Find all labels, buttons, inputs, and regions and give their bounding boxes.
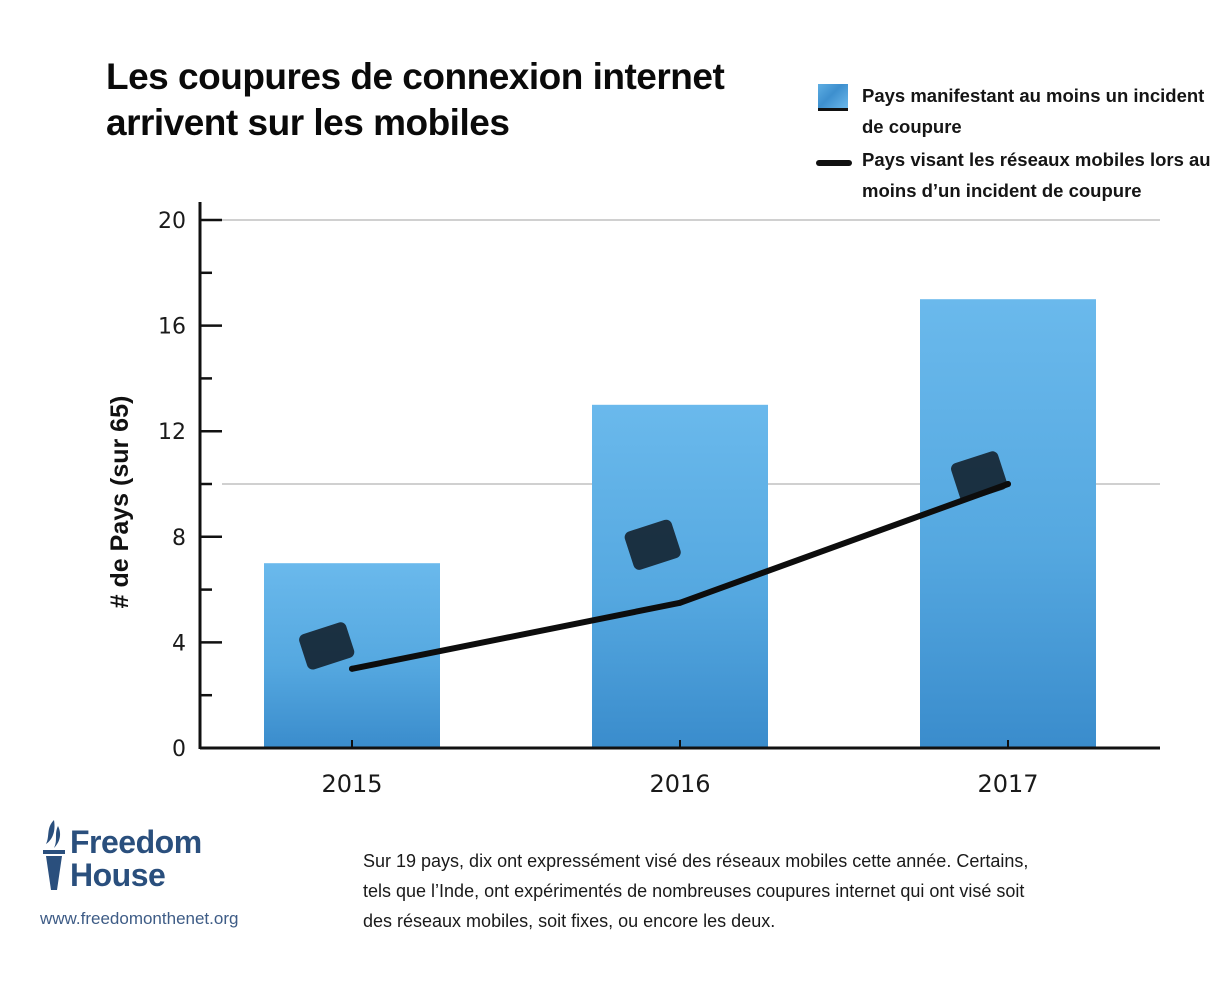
logo-line-1: Freedom <box>70 824 202 860</box>
x-tick-label: 2015 <box>321 770 382 798</box>
line-point-2015 <box>349 665 355 672</box>
website-link[interactable]: www.freedomonthenet.org <box>40 909 239 928</box>
y-tick-label: 12 <box>158 420 186 445</box>
black-line-swatch-icon <box>816 160 852 166</box>
y-axis-label: # de Pays (sur 65) <box>106 396 134 609</box>
chart-title: Les coupures de connexion internet arriv… <box>106 54 725 146</box>
legend-label: Pays visant les réseaux mobiles lors au <box>862 149 1211 170</box>
legend-label: moins d’un incident de coupure <box>862 180 1142 201</box>
chart: 0 4 8 12 16 20 2015 2016 2017 # de Pays (sur 65) <box>106 202 1160 798</box>
line-point-2017 <box>1005 481 1011 487</box>
legend-label: Pays manifestant au moins un incident <box>862 85 1205 106</box>
bar-2016 <box>592 404 768 748</box>
photo-bar-swatch-icon <box>818 84 848 111</box>
bar-2017 <box>920 299 1096 748</box>
x-tick-label: 2017 <box>977 770 1038 798</box>
legend-item-line: Pays visant les réseaux mobiles lors au … <box>810 144 1220 206</box>
torch-icon <box>43 820 65 890</box>
axis-labels: 0 4 8 12 16 20 2015 2016 2017 <box>158 209 1039 798</box>
freedom-house-logo: Freedom House <box>40 818 202 899</box>
title-line-2: arrivent sur les mobiles <box>106 102 510 143</box>
line-series <box>349 481 1011 672</box>
title-line-1: Les coupures de connexion internet <box>106 56 725 97</box>
y-tick-label: 16 <box>158 315 186 340</box>
bars <box>264 299 1096 748</box>
logo-text: Freedom House <box>70 826 202 892</box>
axes <box>198 202 1160 750</box>
legend-label: de coupure <box>862 116 962 137</box>
y-tick-label: 8 <box>172 526 186 551</box>
y-tick-label: 20 <box>158 209 186 234</box>
legend: Pays manifestant au moins un incident de… <box>810 80 1220 208</box>
line-point-2016 <box>677 599 683 606</box>
y-tick-label: 4 <box>172 631 186 656</box>
logo-line-2: House <box>70 857 166 893</box>
y-tick-label: 0 <box>172 737 186 762</box>
legend-item-bars: Pays manifestant au moins un incident de… <box>810 80 1220 142</box>
phone-photo-detail <box>624 519 681 570</box>
x-tick-label: 2016 <box>649 770 710 798</box>
phone-photo-detail <box>299 622 355 670</box>
chart-caption: Sur 19 pays, dix ont expressément visé d… <box>363 851 1029 931</box>
